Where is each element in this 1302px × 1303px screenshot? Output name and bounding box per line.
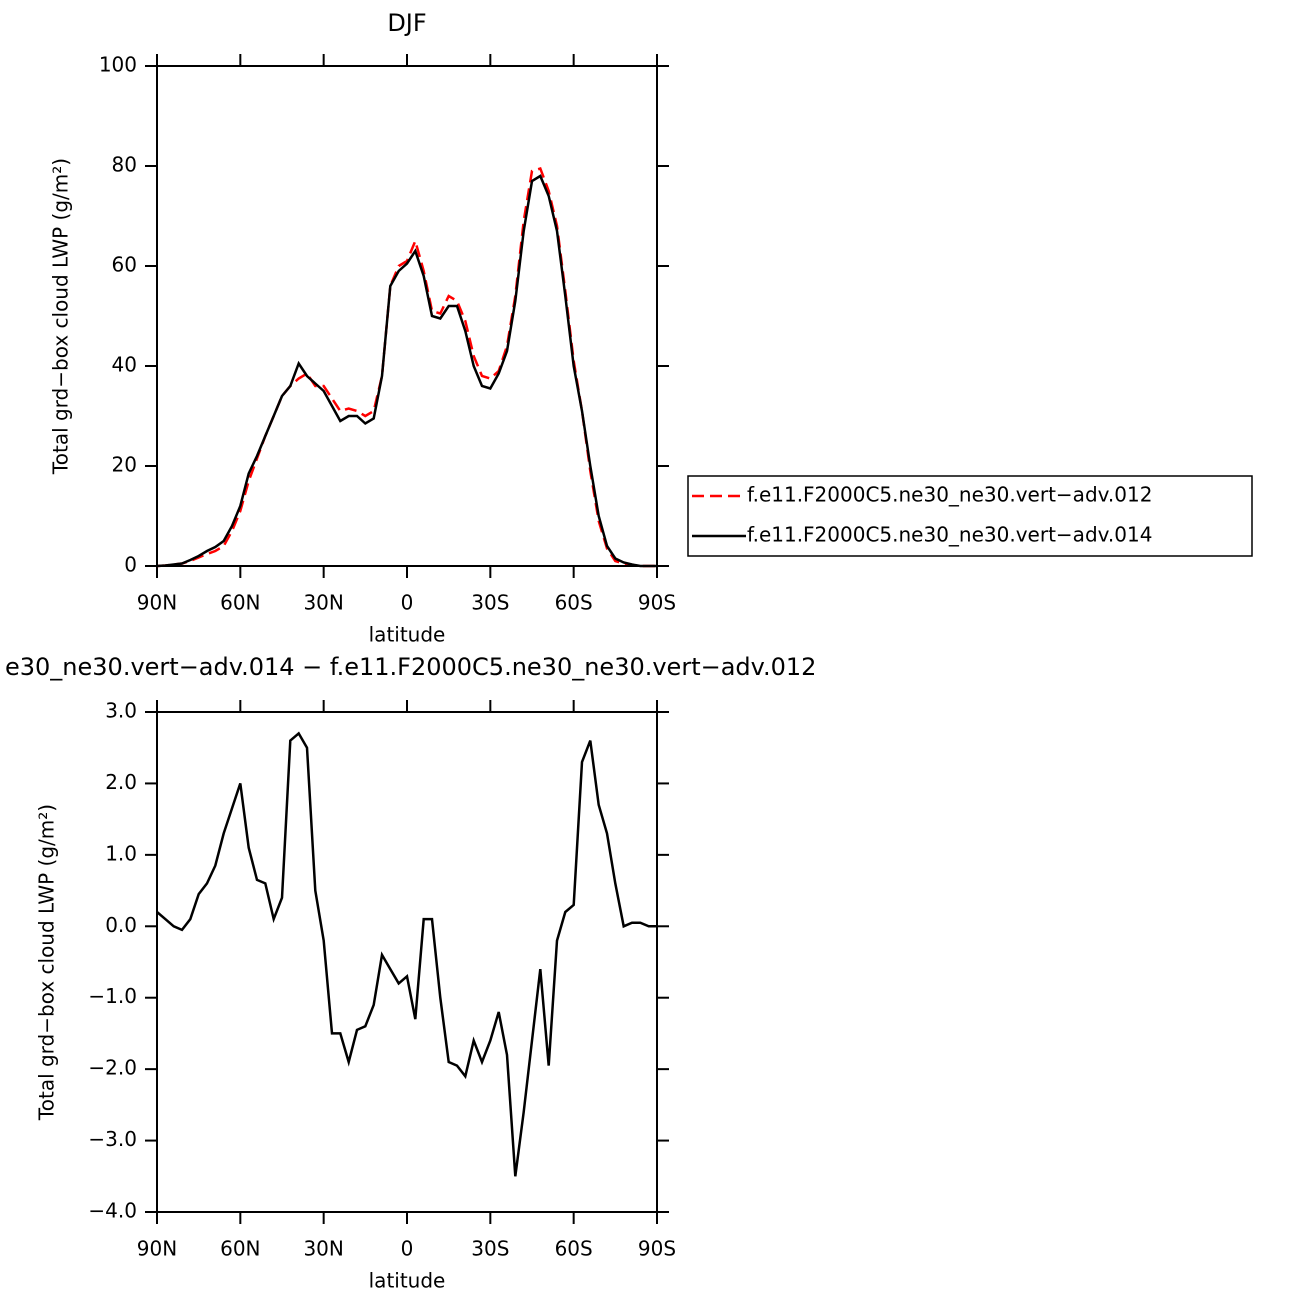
y-axis-label: Total grd−box cloud LWP (g/m²) [49, 158, 73, 475]
y-tick-label: −4.0 [88, 1199, 137, 1223]
y-tick-label: 0 [124, 553, 137, 577]
plot-frame [156, 711, 658, 1213]
chart-title: e30_ne30.vert−adv.014 − f.e11.F2000C5.ne… [5, 653, 816, 681]
plot-frame [156, 65, 658, 567]
x-tick-label: 90S [638, 591, 676, 615]
x-axis-label: latitude [369, 623, 446, 647]
x-tick-label: 30N [303, 591, 343, 615]
y-axis-label: Total grd−box cloud LWP (g/m²) [35, 804, 59, 1121]
chart-title: DJF [387, 9, 426, 37]
y-tick-label: 1.0 [105, 841, 137, 865]
x-tick-label: 60S [555, 591, 593, 615]
x-tick-label: 90N [137, 591, 177, 615]
x-tick-label: 60N [220, 591, 260, 615]
y-tick-label: 0.0 [105, 913, 137, 937]
x-tick-label: 30S [471, 591, 509, 615]
legend-label: f.e11.F2000C5.ne30_ne30.vert−adv.012 [747, 483, 1152, 507]
y-tick-label: 80 [112, 153, 137, 177]
x-tick-label: 60N [220, 1237, 260, 1261]
x-tick-label: 60S [555, 1237, 593, 1261]
x-tick-label: 0 [401, 1237, 414, 1261]
x-tick-label: 90N [137, 1237, 177, 1261]
y-tick-label: −2.0 [88, 1056, 137, 1080]
legend-label: f.e11.F2000C5.ne30_ne30.vert−adv.014 [747, 523, 1152, 547]
legend-box [687, 475, 1253, 557]
y-tick-label: 60 [112, 253, 137, 277]
x-tick-label: 0 [401, 591, 414, 615]
y-tick-label: 3.0 [105, 699, 137, 723]
y-tick-label: 20 [112, 453, 137, 477]
y-tick-label: 2.0 [105, 770, 137, 794]
x-tick-label: 30N [303, 1237, 343, 1261]
y-tick-label: −1.0 [88, 984, 137, 1008]
x-axis-label: latitude [369, 1269, 446, 1293]
y-tick-label: −3.0 [88, 1127, 137, 1151]
y-tick-label: 100 [99, 53, 137, 77]
x-tick-label: 90S [638, 1237, 676, 1261]
data-line [156, 174, 657, 568]
data-line [156, 166, 657, 568]
x-tick-label: 30S [471, 1237, 509, 1261]
y-tick-label: 40 [112, 353, 137, 377]
data-line [156, 731, 657, 1177]
